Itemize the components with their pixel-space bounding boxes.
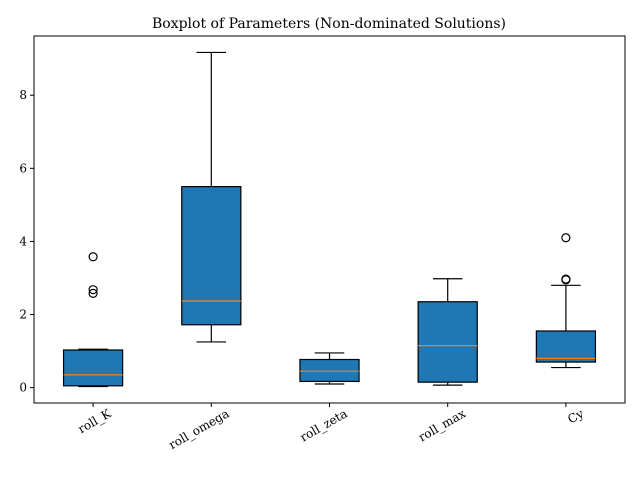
box-roll-zeta — [299, 358, 360, 383]
axes-frame — [33, 35, 626, 404]
y-tick-label: 8 — [19, 88, 27, 102]
outlier-cy — [561, 233, 571, 243]
box-roll-omega — [181, 186, 242, 326]
y-tick-label: 2 — [19, 308, 27, 322]
box-roll-max — [417, 301, 478, 383]
chart-title: Boxplot of Parameters (Non-dominated Sol… — [152, 16, 506, 32]
y-tick-label: 4 — [19, 234, 27, 248]
y-tick-label: 0 — [19, 381, 27, 395]
outlier-roll-k — [88, 285, 98, 295]
x-tick-label-cy: Cy — [565, 406, 586, 426]
y-tick-label: 6 — [19, 161, 27, 175]
box-roll-k — [62, 349, 124, 387]
box-cy — [535, 330, 597, 363]
outlier-roll-k — [88, 252, 98, 262]
outlier-cy — [561, 274, 571, 284]
outlier-roll-k — [88, 288, 98, 298]
